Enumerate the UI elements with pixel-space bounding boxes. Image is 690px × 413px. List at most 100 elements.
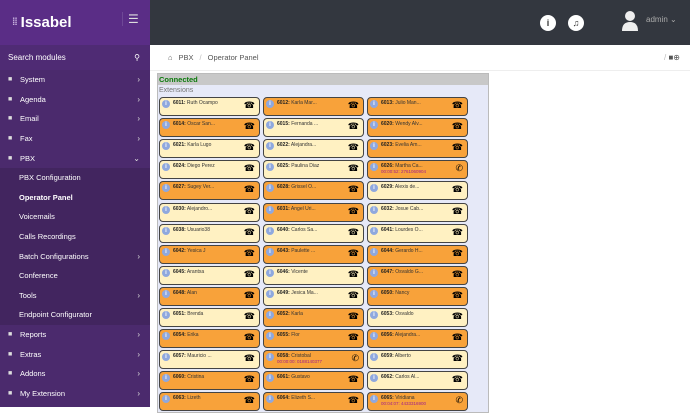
globe-icon[interactable]: ⊕ — [673, 53, 680, 62]
user-menu[interactable]: admin ⌄ — [646, 15, 677, 24]
sidebar-item-voicemails[interactable]: Voicemails — [0, 207, 150, 227]
info-icon[interactable]: i — [162, 374, 170, 383]
info-icon[interactable]: i — [162, 163, 170, 172]
extension-6058[interactable]: i 6058: Cristobal 00:00:00: 0188140377 ✆ — [263, 350, 364, 370]
info-icon[interactable]: i — [370, 100, 378, 108]
info-icon[interactable]: i — [266, 121, 274, 130]
extension-6052[interactable]: i 6052: Karla ☎ — [263, 308, 364, 327]
extension-6041[interactable]: i 6041: Lourdes O... ☎ — [367, 223, 468, 243]
info-icon[interactable]: i — [162, 289, 170, 298]
sidebar-item-my-extension[interactable]: ■ My Extension › — [0, 384, 150, 404]
info-icon[interactable]: i — [266, 184, 274, 193]
info-icon[interactable]: i — [370, 163, 378, 172]
search-icon[interactable]: ⚲ — [134, 53, 140, 62]
info-icon[interactable]: i — [370, 121, 378, 130]
bell-icon[interactable]: ♫ — [568, 15, 584, 31]
extension-6061[interactable]: i 6061: Gustavo ☎ — [263, 371, 364, 391]
extension-6032[interactable]: i 6032: Josue Cab... ☎ — [367, 202, 468, 222]
info-icon[interactable]: i — [162, 311, 170, 319]
sidebar-item-pbx[interactable]: ■ PBX ⌄ — [0, 148, 150, 168]
info-icon[interactable]: i — [370, 205, 378, 214]
info-icon[interactable]: i — [370, 184, 378, 193]
info-icon[interactable]: i — [266, 395, 274, 404]
extension-6013[interactable]: i 6013: Julio Man... ☎ — [367, 97, 468, 116]
extension-6063[interactable]: i 6063: Lizeth ☎ — [159, 392, 260, 412]
info-icon[interactable]: i — [266, 205, 274, 214]
info-icon[interactable]: i — [266, 163, 274, 172]
sidebar-item-extras[interactable]: ■ Extras › — [0, 344, 150, 364]
extension-6030[interactable]: i 6030: Alejandro... ☎ — [159, 202, 260, 222]
extension-6014[interactable]: i 6014: Oscar San... ☎ — [159, 118, 260, 138]
search-modules[interactable]: Search modules ⚲ — [0, 45, 150, 70]
extension-6015[interactable]: i 6015: Fernanda ... ☎ — [263, 118, 364, 138]
extension-6059[interactable]: i 6059: Alberto ☎ — [367, 350, 468, 370]
extension-6038[interactable]: i 6038: Usuario38 ☎ — [159, 223, 260, 243]
extension-6051[interactable]: i 6051: Brenda ☎ — [159, 308, 260, 327]
info-icon[interactable]: i — [266, 353, 274, 362]
info-icon[interactable]: i — [162, 121, 170, 130]
info-icon[interactable]: i — [266, 142, 274, 151]
info-icon[interactable]: i — [162, 184, 170, 193]
info-icon[interactable]: i — [540, 15, 556, 31]
info-icon[interactable]: i — [162, 353, 170, 362]
info-icon[interactable]: i — [370, 332, 378, 341]
sidebar-item-calls-recordings[interactable]: Calls Recordings — [0, 226, 150, 247]
extension-6054[interactable]: i 6054: Erika ☎ — [159, 329, 260, 349]
sidebar-item-email[interactable]: ■ Email › — [0, 109, 150, 129]
info-icon[interactable]: i — [266, 268, 274, 277]
sidebar-item-pbx-configuration[interactable]: PBX Configuration — [0, 167, 150, 188]
info-icon[interactable]: i — [162, 268, 170, 277]
extension-6064[interactable]: i 6064: Elizeth S... ☎ — [263, 392, 364, 412]
info-icon[interactable]: i — [162, 142, 170, 151]
sidebar-item-conference[interactable]: Conference — [0, 265, 150, 286]
extension-6029[interactable]: i 6029: Alexis de... ☎ — [367, 181, 468, 201]
extension-6062[interactable]: i 6062: Carlos Al... ☎ — [367, 371, 468, 391]
info-icon[interactable]: i — [266, 332, 274, 341]
info-icon[interactable]: i — [370, 374, 378, 383]
info-icon[interactable]: i — [162, 100, 170, 108]
extension-6050[interactable]: i 6050: Nancy ☎ — [367, 286, 468, 306]
sidebar-item-batch-configurations[interactable]: Batch Configurations › — [0, 246, 150, 266]
sidebar-item-addons[interactable]: ■ Addons › — [0, 364, 150, 384]
info-icon[interactable]: i — [266, 374, 274, 383]
info-icon[interactable]: i — [370, 142, 378, 151]
sidebar-item-tools[interactable]: Tools › — [0, 285, 150, 306]
extension-6025[interactable]: i 6025: Paulina Diaz ☎ — [263, 160, 364, 180]
sidebar-item-agenda[interactable]: ■ Agenda › — [0, 90, 150, 110]
extension-6026[interactable]: i 6026: Martha Ca... 00:00:52: 2761060904 ✆ — [367, 160, 468, 180]
info-icon[interactable]: i — [266, 289, 274, 298]
info-icon[interactable]: i — [162, 247, 170, 256]
sidebar-item-fax[interactable]: ■ Fax › — [0, 129, 150, 149]
info-icon[interactable]: i — [162, 226, 170, 235]
info-icon[interactable]: i — [370, 268, 378, 277]
extension-6056[interactable]: i 6056: Alejandra... ☎ — [367, 329, 468, 349]
extension-6047[interactable]: i 6047: Osvaldo G... ☎ — [367, 265, 468, 285]
extension-6065[interactable]: i 6065: Viridiana 00:04:07: 4433316900 ✆ — [367, 392, 468, 412]
sidebar-item-operator-panel[interactable]: Operator Panel — [0, 187, 150, 208]
info-icon[interactable]: i — [370, 311, 378, 319]
info-icon[interactable]: i — [162, 395, 170, 404]
extension-6021[interactable]: i 6021: Karla Lugo ☎ — [159, 139, 260, 159]
sidebar-item-reports[interactable]: ■ Reports › — [0, 325, 150, 345]
extension-6011[interactable]: i 6011: Ruth Ocampo ☎ — [159, 97, 260, 116]
extension-6049[interactable]: i 6049: Jesica Ma... ☎ — [263, 286, 364, 306]
info-icon[interactable]: i — [266, 247, 274, 256]
info-icon[interactable]: i — [370, 226, 378, 235]
extension-6053[interactable]: i 6053: Osvaldo ☎ — [367, 308, 468, 327]
extension-6020[interactable]: i 6020: Wendy Alv... ☎ — [367, 118, 468, 138]
sidebar-item-endpoint-configurator[interactable]: Endpoint Configurator — [0, 305, 150, 325]
bookmark-icon[interactable]: ■ — [668, 53, 674, 62]
extension-6012[interactable]: i 6012: Karla Mar... ☎ — [263, 97, 364, 116]
extension-6024[interactable]: i 6024: Diego Perez ☎ — [159, 160, 260, 180]
extension-6044[interactable]: i 6044: Gerardo H... ☎ — [367, 244, 468, 264]
extension-6043[interactable]: i 6043: Paulette ... ☎ — [263, 244, 364, 264]
info-icon[interactable]: i — [266, 100, 274, 108]
extension-6023[interactable]: i 6023: Evelia Am... ☎ — [367, 139, 468, 159]
home-icon[interactable]: ⌂ — [168, 53, 173, 62]
extension-6046[interactable]: i 6046: Vicente ☎ — [263, 265, 364, 285]
extension-6042[interactable]: i 6042: Yesica J ☎ — [159, 244, 260, 264]
logo[interactable]: ⁞⁞ Issabel — [0, 0, 150, 45]
extension-6028[interactable]: i 6028: Grissel O... ☎ — [263, 181, 364, 201]
extension-6040[interactable]: i 6040: Carlos Sa... ☎ — [263, 223, 364, 243]
extension-6060[interactable]: i 6060: Cristina ☎ — [159, 371, 260, 391]
